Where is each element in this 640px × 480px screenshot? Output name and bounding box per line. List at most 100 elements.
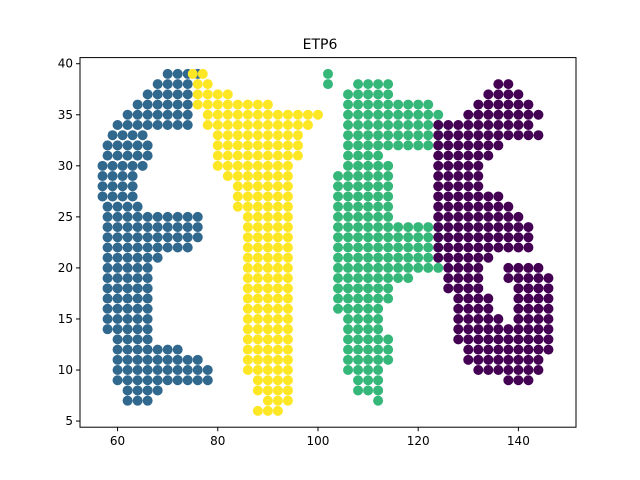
- data-point: [433, 140, 444, 151]
- data-point: [312, 109, 323, 120]
- data-point: [262, 171, 273, 182]
- data-point: [112, 344, 123, 355]
- data-point: [483, 150, 494, 161]
- data-point: [363, 273, 374, 284]
- data-point: [503, 242, 514, 253]
- data-point: [212, 89, 223, 100]
- data-point: [242, 354, 253, 365]
- data-point: [413, 109, 424, 120]
- data-point: [232, 150, 243, 161]
- data-point: [373, 262, 384, 273]
- data-point: [353, 89, 364, 100]
- data-point: [187, 68, 198, 79]
- data-point: [453, 283, 464, 294]
- data-point: [172, 232, 183, 243]
- data-point: [543, 273, 554, 284]
- data-point: [363, 242, 374, 253]
- data-point: [142, 375, 153, 386]
- data-point: [102, 303, 113, 314]
- data-point: [262, 130, 273, 141]
- data-point: [112, 375, 123, 386]
- data-point: [262, 344, 273, 355]
- data-point: [383, 293, 394, 304]
- data-point: [197, 68, 208, 79]
- data-point: [353, 201, 364, 212]
- data-point: [152, 242, 163, 253]
- data-point: [132, 385, 143, 396]
- data-point: [292, 150, 303, 161]
- data-point: [97, 171, 108, 182]
- data-point: [353, 334, 364, 345]
- data-point: [493, 313, 504, 324]
- data-point: [142, 99, 153, 110]
- data-point: [242, 130, 253, 141]
- data-point: [373, 232, 384, 243]
- data-point: [182, 79, 193, 90]
- data-point: [152, 79, 163, 90]
- data-point: [112, 313, 123, 324]
- data-point: [262, 232, 273, 243]
- data-point: [132, 119, 143, 130]
- y-tick-label: 40: [58, 57, 73, 71]
- data-point: [172, 242, 183, 253]
- data-point: [443, 211, 454, 222]
- data-point: [172, 375, 183, 386]
- x-tick-label: 60: [110, 434, 125, 448]
- data-point: [182, 119, 193, 130]
- data-point: [137, 130, 148, 141]
- data-point: [343, 109, 354, 120]
- y-axis: 5 10 15 20 25 30 35 40: [58, 57, 80, 428]
- data-point: [423, 262, 434, 273]
- data-point: [282, 232, 293, 243]
- data-point: [463, 109, 474, 120]
- data-point: [182, 375, 193, 386]
- data-point: [122, 119, 133, 130]
- data-point: [343, 119, 354, 130]
- data-point: [373, 109, 384, 120]
- data-point: [363, 160, 374, 171]
- data-point: [132, 324, 143, 335]
- data-point: [483, 211, 494, 222]
- data-point: [473, 262, 484, 273]
- data-point: [132, 395, 143, 406]
- data-point: [333, 252, 344, 263]
- data-point: [192, 365, 203, 376]
- data-point: [493, 99, 504, 110]
- data-point: [137, 160, 148, 171]
- data-point: [333, 181, 344, 192]
- data-point: [453, 242, 464, 253]
- data-point: [353, 293, 364, 304]
- data-point: [353, 232, 364, 243]
- data-point: [172, 119, 183, 130]
- data-point: [353, 109, 364, 120]
- data-point: [242, 303, 253, 314]
- data-point: [383, 222, 394, 233]
- data-point: [453, 232, 464, 243]
- data-point: [493, 119, 504, 130]
- data-point: [353, 375, 364, 386]
- data-point: [282, 181, 293, 192]
- data-point: [463, 334, 474, 345]
- data-point: [132, 262, 143, 273]
- data-point: [282, 109, 293, 120]
- data-point: [252, 283, 263, 294]
- data-point: [242, 334, 253, 345]
- data-point: [343, 201, 354, 212]
- data-point: [363, 283, 374, 294]
- data-point: [282, 222, 293, 233]
- data-point: [122, 293, 133, 304]
- data-point: [343, 99, 354, 110]
- data-point: [343, 140, 354, 151]
- data-point: [102, 242, 113, 253]
- data-point: [493, 354, 504, 365]
- data-point: [262, 334, 273, 345]
- data-point: [373, 79, 384, 90]
- data-point: [182, 89, 193, 100]
- data-point: [212, 119, 223, 130]
- data-point: [252, 222, 263, 233]
- data-point: [453, 201, 464, 212]
- data-point: [483, 222, 494, 233]
- data-point: [353, 365, 364, 376]
- data-point: [453, 334, 464, 345]
